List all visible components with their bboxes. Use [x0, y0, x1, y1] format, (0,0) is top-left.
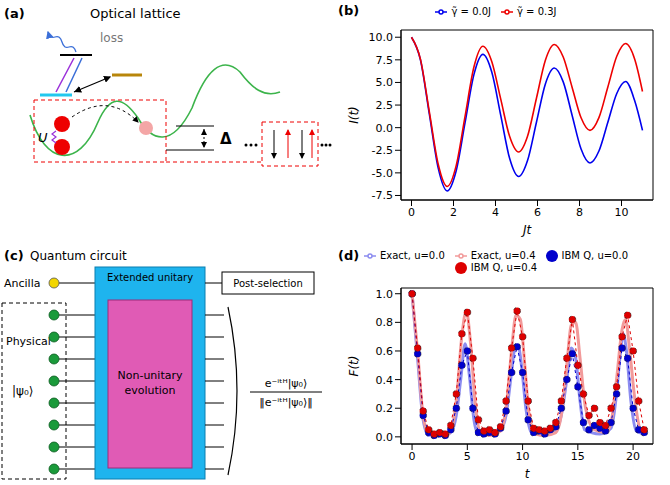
- svg-text:5: 5: [464, 450, 471, 463]
- svg-text:t: t: [525, 467, 531, 481]
- html-text:(b): (b): [338, 3, 360, 18]
- svg-text:Quantum circuit: Quantum circuit: [30, 249, 127, 263]
- svg-text:15: 15: [571, 450, 585, 463]
- html-text:IBM Q, u=0.4: IBM Q, u=0.4: [470, 262, 538, 273]
- svg-text:Δ: Δ: [220, 130, 232, 148]
- svg-text:Extended unitary: Extended unitary: [107, 272, 193, 283]
- svg-text:Physical: Physical: [6, 335, 51, 348]
- svg-text:(c): (c): [4, 248, 24, 263]
- svg-text:0.0: 0.0: [376, 122, 394, 135]
- svg-text:F(t): F(t): [347, 356, 361, 377]
- html-text:Exact, u=0.0: Exact, u=0.0: [380, 250, 445, 261]
- svg-text:Ancilla: Ancilla: [4, 277, 40, 290]
- svg-text:I(t): I(t): [347, 106, 361, 124]
- svg-text:Post-selection: Post-selection: [233, 278, 302, 289]
- svg-text:U: U: [38, 130, 48, 145]
- svg-text:2.5: 2.5: [376, 99, 394, 112]
- svg-text:evolution: evolution: [124, 384, 175, 397]
- svg-text:10: 10: [516, 450, 530, 463]
- svg-text:5.0: 5.0: [376, 76, 394, 89]
- svg-text:‖e⁻ⁱᵗᴴ|ψ₀⟩‖: ‖e⁻ⁱᵗᴴ|ψ₀⟩‖: [259, 396, 313, 409]
- svg-text:0.0: 0.0: [376, 431, 394, 444]
- svg-text:10.0: 10.0: [369, 31, 394, 44]
- html-text:γ̃ = 0.0J: γ̃ = 0.0J: [451, 6, 491, 17]
- svg-text:7.5: 7.5: [376, 54, 394, 67]
- svg-text:0.2: 0.2: [376, 402, 394, 415]
- html-text:IBM Q, u=0.0: IBM Q, u=0.0: [561, 250, 628, 261]
- html-text:Exact, u=0.4: Exact, u=0.4: [470, 250, 536, 261]
- svg-text:-5.0: -5.0: [372, 167, 393, 180]
- svg-text:0: 0: [408, 206, 415, 219]
- svg-text:0.6: 0.6: [376, 345, 394, 358]
- html-text:γ̃ = 0.3J: γ̃ = 0.3J: [517, 6, 557, 17]
- svg-text:-2.5: -2.5: [372, 144, 393, 157]
- svg-text:8: 8: [576, 206, 583, 219]
- svg-text:Optical lattice: Optical lattice: [90, 6, 181, 21]
- svg-text:0.4: 0.4: [376, 374, 394, 387]
- svg-text:0: 0: [409, 450, 416, 463]
- svg-text:4: 4: [492, 206, 499, 219]
- svg-text:e⁻ⁱᵗᴴ|ψ₀⟩: e⁻ⁱᵗᴴ|ψ₀⟩: [265, 377, 308, 390]
- html-text:(d): (d): [338, 248, 360, 263]
- svg-text:10: 10: [615, 206, 629, 219]
- svg-text:-7.5: -7.5: [372, 189, 393, 202]
- svg-text:20: 20: [626, 450, 640, 463]
- svg-text:(a): (a): [4, 6, 25, 21]
- svg-text:|ψ₀⟩: |ψ₀⟩: [12, 384, 33, 398]
- svg-text:Non-unitary: Non-unitary: [118, 369, 183, 382]
- svg-text:loss: loss: [100, 31, 123, 45]
- svg-text:2: 2: [450, 206, 457, 219]
- svg-text:Jt: Jt: [521, 223, 533, 237]
- svg-text:1.0: 1.0: [376, 288, 394, 301]
- svg-text:6: 6: [534, 206, 541, 219]
- svg-text:0.8: 0.8: [376, 316, 394, 329]
